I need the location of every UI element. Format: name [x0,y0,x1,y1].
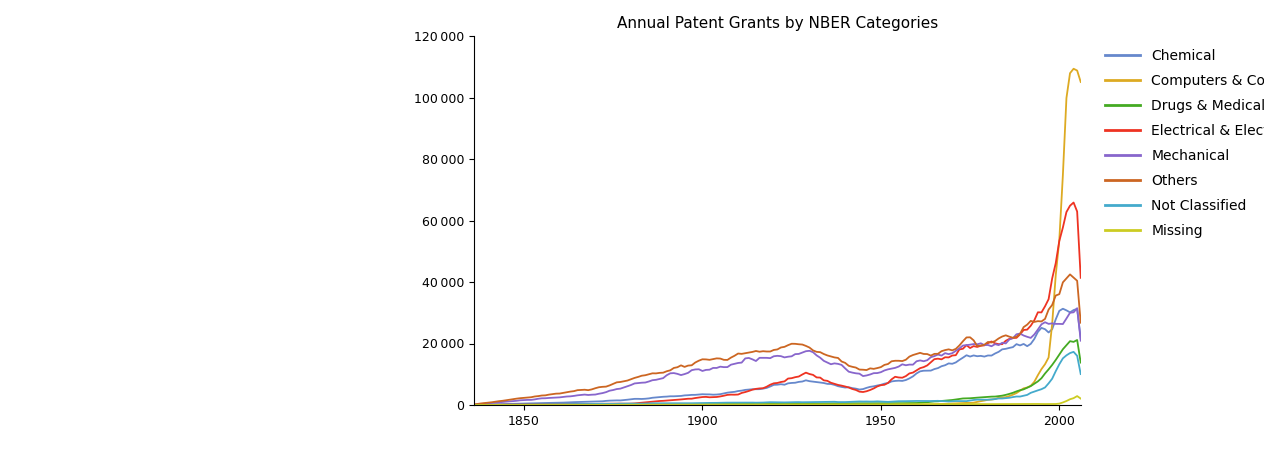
Missing [1073,396,1088,401]
Missing [578,402,593,408]
Missing [981,401,996,407]
Not Classified [891,399,906,404]
Drugs & Medical [981,394,996,400]
Mechanical [1009,332,1024,337]
Drugs & Medical [466,402,482,408]
Electrical & Electronics [891,375,906,380]
Chemical [844,385,860,391]
Line: Computers & Communications: Computers & Communications [474,69,1081,405]
Computers & Communications [823,402,838,408]
Electrical & Electronics [981,341,996,346]
Line: Electrical & Electronics: Electrical & Electronics [474,202,1081,405]
Missing [891,401,906,407]
Drugs & Medical [1009,389,1024,394]
Others [1073,320,1088,325]
Drugs & Medical [844,400,860,406]
Mechanical [891,364,906,369]
Others [1063,272,1078,277]
Computers & Communications [1009,390,1024,396]
Electrical & Electronics [1073,275,1088,280]
Others [466,402,482,407]
Not Classified [823,399,838,405]
Chemical [1073,336,1088,341]
Computers & Communications [466,402,482,408]
Chemical [578,399,593,405]
Computers & Communications [1073,79,1088,85]
Computers & Communications [1066,66,1081,72]
Drugs & Medical [891,400,906,406]
Not Classified [1073,371,1088,377]
Chemical [1055,306,1071,311]
Electrical & Electronics [466,402,482,408]
Line: Chemical: Chemical [474,309,1081,405]
Others [981,339,996,345]
Computers & Communications [891,402,906,408]
Missing [1009,401,1024,407]
Computers & Communications [981,397,996,402]
Not Classified [466,402,482,408]
Not Classified [578,401,593,407]
Chemical [1009,342,1024,347]
Mechanical [981,342,996,348]
Electrical & Electronics [578,401,593,407]
Electrical & Electronics [1009,335,1024,341]
Line: Drugs & Medical: Drugs & Medical [474,340,1081,405]
Mechanical [823,361,838,367]
Computers & Communications [844,402,860,408]
Computers & Communications [578,402,593,408]
Mechanical [466,402,482,407]
Others [1009,334,1024,339]
Others [823,354,838,359]
Missing [466,402,482,408]
Missing [844,401,860,407]
Chemical [466,402,482,408]
Others [844,364,860,369]
Missing [1069,393,1085,399]
Drugs & Medical [578,402,593,407]
Drugs & Medical [1073,360,1088,365]
Electrical & Electronics [844,386,860,391]
Not Classified [981,397,996,402]
Drugs & Medical [823,401,838,406]
Not Classified [1066,349,1081,355]
Drugs & Medical [1069,338,1085,343]
Mechanical [578,392,593,397]
Chemical [981,353,996,358]
Mechanical [844,370,860,375]
Line: Others: Others [474,274,1081,405]
Not Classified [1009,394,1024,399]
Line: Not Classified: Not Classified [474,352,1081,405]
Not Classified [844,399,860,405]
Others [578,387,593,392]
Mechanical [1069,306,1085,311]
Chemical [823,381,838,387]
Title: Annual Patent Grants by NBER Categories: Annual Patent Grants by NBER Categories [617,16,938,31]
Legend: Chemical, Computers & Communications, Drugs & Medical, Electrical & Electronics,: Chemical, Computers & Communications, Dr… [1100,43,1264,244]
Line: Mechanical: Mechanical [474,308,1081,405]
Line: Missing: Missing [474,396,1081,405]
Missing [823,402,838,407]
Electrical & Electronics [823,380,838,386]
Electrical & Electronics [1066,200,1081,205]
Others [891,358,906,364]
Chemical [891,378,906,383]
Mechanical [1073,338,1088,343]
